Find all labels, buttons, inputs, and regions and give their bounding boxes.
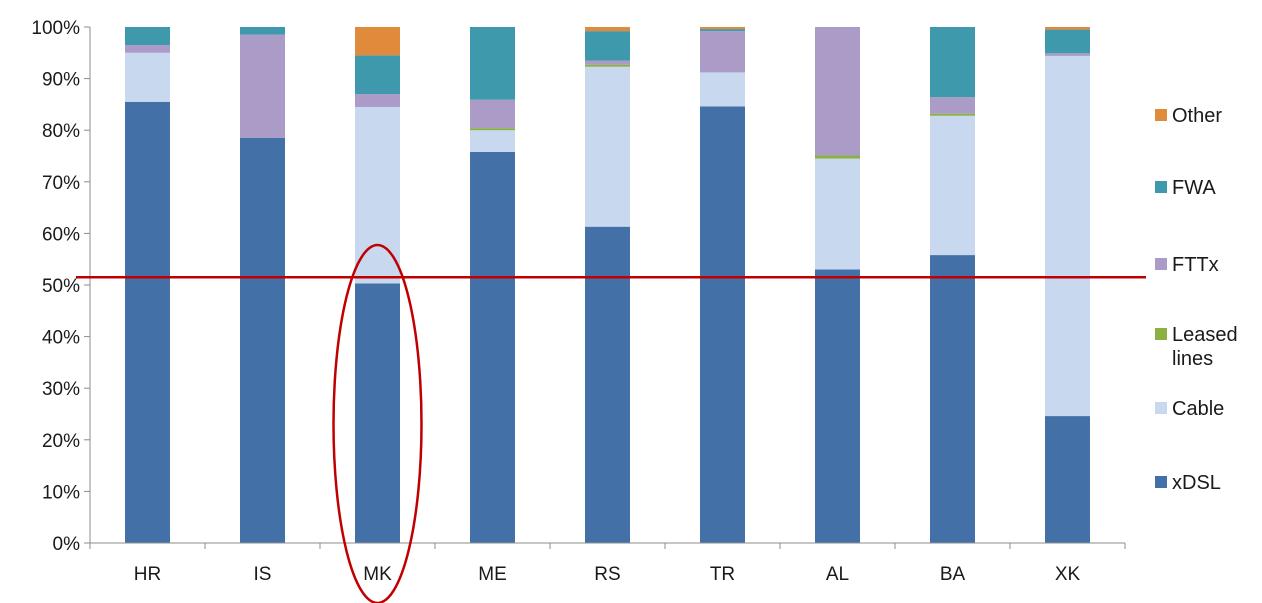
annotations: [76, 243, 1146, 603]
x-tick-label-me: ME: [478, 564, 507, 585]
bar-rs-fttx: [585, 60, 630, 65]
y-tick-label: 40%: [42, 328, 80, 349]
bar-tr-fwa: [700, 29, 745, 32]
legend: Other FWA FTTx Leased lines Cable xDSL: [1155, 105, 1238, 494]
y-tick-label: 20%: [42, 431, 80, 452]
bar-xk-fttx: [1045, 53, 1090, 56]
bar-is-fwa: [240, 27, 285, 35]
x-tick-label-tr: TR: [710, 564, 735, 585]
y-tick-label: 60%: [42, 224, 80, 245]
legend-swatch-fttx: [1155, 258, 1167, 270]
y-tick-label: 10%: [42, 482, 80, 503]
bar-hr-fwa: [125, 27, 170, 46]
bar-rs-xdsl: [585, 226, 630, 543]
x-tick-label-ba: BA: [940, 564, 966, 585]
legend-label-other: Other: [1172, 105, 1222, 127]
bar-al-xdsl: [815, 269, 860, 543]
bars: [125, 27, 1090, 544]
bar-tr-cable: [700, 72, 745, 107]
bar-mk-xdsl: [355, 283, 400, 543]
bar-me-leased-lines: [470, 128, 515, 131]
y-tick-label: 80%: [42, 121, 80, 142]
y-tick-label: 70%: [42, 173, 80, 194]
bar-al-cable: [815, 158, 860, 270]
bar-xk-fwa: [1045, 29, 1090, 54]
x-tick-label-al: AL: [826, 564, 849, 585]
x-tick-label-is: IS: [254, 564, 272, 585]
bar-is-xdsl: [240, 137, 285, 543]
x-tick-label-xk: XK: [1055, 564, 1081, 585]
legend-label-xdsl: xDSL: [1172, 472, 1221, 494]
y-tick-label: 90%: [42, 70, 80, 91]
legend-label-fttx: FTTx: [1172, 254, 1219, 276]
y-axis: 0% 10% 20% 30% 40% 50% 60% 70% 80% 90% 100%: [31, 18, 91, 555]
highlight-ellipse: [332, 243, 423, 603]
bar-rs-cable: [585, 66, 630, 227]
x-tick-label-mk: MK: [363, 564, 392, 585]
x-tick-label-rs: RS: [594, 564, 620, 585]
y-tick-label: 50%: [42, 276, 80, 297]
bar-al-fttx: [815, 27, 860, 156]
legend-swatch-cable: [1155, 402, 1167, 414]
legend-label-leased-lines: Leased lines: [1172, 324, 1238, 370]
bar-ba-fttx: [930, 97, 975, 114]
bar-tr-xdsl: [700, 106, 745, 544]
bar-ba-leased-lines: [930, 113, 975, 116]
bar-me-fwa: [470, 27, 515, 100]
bar-tr-fttx: [700, 31, 745, 73]
bar-ba-xdsl: [930, 255, 975, 543]
bar-me-xdsl: [470, 151, 515, 543]
bar-ba-cable: [930, 115, 975, 256]
bar-me-cable: [470, 130, 515, 152]
y-tick-label: 0%: [53, 534, 81, 555]
legend-swatch-fwa: [1155, 181, 1167, 193]
bar-hr-fttx: [125, 45, 170, 53]
bar-mk-other: [355, 27, 400, 56]
legend-swatch-leased-lines: [1155, 328, 1167, 340]
bar-hr-cable: [125, 52, 170, 102]
x-axis: HR IS MK ME RS TR AL BA XK: [89, 542, 1126, 585]
legend-label-fwa: FWA: [1172, 177, 1216, 199]
bar-mk-fwa: [355, 55, 400, 95]
bar-ba-fwa: [930, 27, 975, 98]
bar-rs-other: [585, 27, 630, 32]
legend-swatch-xdsl: [1155, 476, 1167, 488]
bar-tr-other: [700, 27, 745, 30]
x-tick-label-hr: HR: [134, 564, 161, 585]
bar-xk-other: [1045, 27, 1090, 30]
y-tick-label: 30%: [42, 379, 80, 400]
bar-hr-xdsl: [125, 101, 170, 543]
legend-swatch-other: [1155, 109, 1167, 121]
bar-xk-cable: [1045, 55, 1090, 417]
bar-is-fttx: [240, 34, 285, 138]
bar-rs-leased-lines: [585, 64, 630, 67]
bar-xk-xdsl: [1045, 416, 1090, 543]
bar-me-fttx: [470, 99, 515, 129]
bar-mk-fttx: [355, 94, 400, 107]
legend-label-cable: Cable: [1172, 398, 1224, 420]
y-tick-label: 100%: [31, 18, 80, 39]
bar-rs-fwa: [585, 31, 630, 61]
bar-al-leased-lines: [815, 155, 860, 159]
